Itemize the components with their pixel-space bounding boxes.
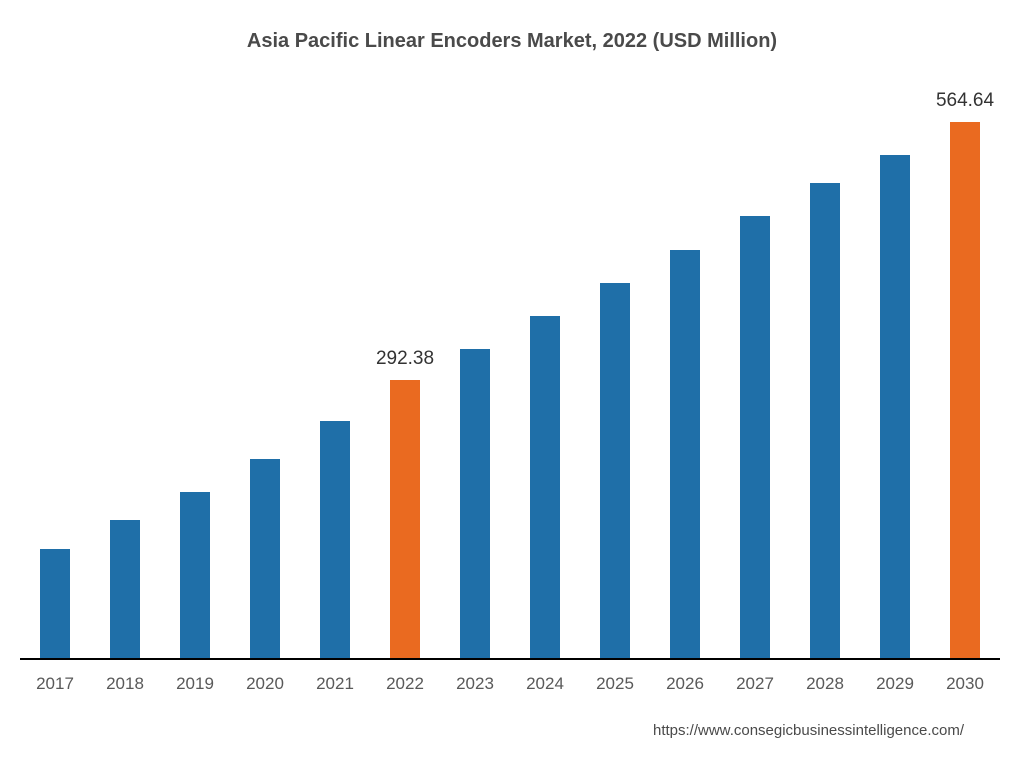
bar-slot: [440, 90, 510, 658]
x-axis-label: 2018: [90, 674, 160, 694]
x-axis-label: 2023: [440, 674, 510, 694]
x-axis-label: 2029: [860, 674, 930, 694]
bar: [670, 250, 701, 659]
bar: [880, 155, 911, 659]
x-axis-label: 2027: [720, 674, 790, 694]
source-url: https://www.consegicbusinessintelligence…: [653, 722, 964, 739]
bar-slot: [510, 90, 580, 658]
x-axis-label: 2019: [160, 674, 230, 694]
bar-slot: [720, 90, 790, 658]
x-axis-label: 2022: [370, 674, 440, 694]
bar: [40, 549, 71, 658]
bar-slot: [860, 90, 930, 658]
bar-slot: [580, 90, 650, 658]
x-axis-labels: 2017201820192020202120222023202420252026…: [20, 674, 1000, 694]
bar: [390, 380, 421, 658]
bar: [740, 216, 771, 658]
x-axis-label: 2030: [930, 674, 1000, 694]
x-axis-label: 2017: [20, 674, 90, 694]
bar-slot: [20, 90, 90, 658]
bar: [530, 316, 561, 658]
bars-group: 292.38 564.64: [20, 90, 1000, 658]
x-axis-label: 2020: [230, 674, 300, 694]
bar: [320, 421, 351, 659]
plot-area: 292.38 564.64: [20, 90, 1000, 660]
x-axis-label: 2028: [790, 674, 860, 694]
bar-slot: 564.64: [930, 90, 1000, 658]
bar-slot: 292.38: [370, 90, 440, 658]
bar: [950, 122, 981, 658]
bar-slot: [90, 90, 160, 658]
bar-value-label: 564.64: [936, 90, 994, 112]
bar: [110, 520, 141, 658]
bar: [180, 492, 211, 658]
bar-slot: [650, 90, 720, 658]
x-axis-label: 2025: [580, 674, 650, 694]
x-axis-label: 2024: [510, 674, 580, 694]
bar-slot: [160, 90, 230, 658]
bar-slot: [230, 90, 300, 658]
bar-slot: [790, 90, 860, 658]
bar-value-label: 292.38: [376, 348, 434, 370]
chart-title: Asia Pacific Linear Encoders Market, 202…: [0, 30, 1024, 53]
x-axis-label: 2026: [650, 674, 720, 694]
bar-slot: [300, 90, 370, 658]
bar: [600, 283, 631, 658]
bar: [460, 349, 491, 658]
bar: [250, 459, 281, 659]
chart-container: Asia Pacific Linear Encoders Market, 202…: [0, 0, 1024, 768]
bar: [810, 183, 841, 658]
x-axis-label: 2021: [300, 674, 370, 694]
